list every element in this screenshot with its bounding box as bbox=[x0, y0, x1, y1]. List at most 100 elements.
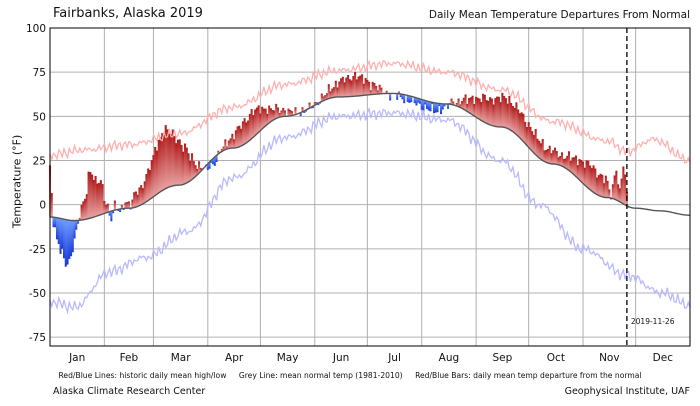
warm-departure-bar bbox=[273, 110, 276, 120]
warm-departure-bar bbox=[187, 153, 190, 182]
warm-departure-bar bbox=[534, 129, 537, 155]
line-layer bbox=[49, 59, 691, 315]
warm-departure-bar bbox=[497, 96, 500, 127]
warm-departure-bar bbox=[283, 110, 286, 117]
warm-departure-bar bbox=[508, 95, 511, 130]
warm-departure-bar bbox=[489, 97, 492, 125]
cold-departure-bar bbox=[75, 220, 78, 230]
warm-departure-bar bbox=[105, 204, 108, 213]
warm-departure-bar bbox=[513, 107, 516, 134]
warm-departure-bar bbox=[464, 94, 467, 111]
warm-departure-bar bbox=[259, 113, 262, 131]
warm-departure-bar bbox=[506, 103, 509, 129]
warm-departure-bar bbox=[245, 122, 248, 143]
warm-departure-bar bbox=[161, 133, 164, 191]
warm-departure-bar bbox=[308, 102, 311, 109]
warm-departure-bar bbox=[166, 129, 169, 188]
warm-departure-bar bbox=[618, 188, 621, 202]
warm-departure-bar bbox=[566, 155, 569, 170]
chart-subtitle: Daily Mean Temperature Departures From N… bbox=[428, 9, 690, 21]
warm-departure-bar bbox=[380, 87, 383, 94]
warm-departure-bar bbox=[348, 79, 351, 97]
warm-departure-bar bbox=[511, 106, 514, 132]
x-tick-label: May bbox=[277, 352, 299, 364]
warm-departure-bar bbox=[471, 95, 474, 115]
warm-departure-bar bbox=[266, 113, 269, 125]
warm-departure-bar bbox=[269, 108, 272, 122]
warm-departure-bar bbox=[450, 98, 453, 105]
warm-departure-bar bbox=[247, 120, 250, 142]
cold-departure-bar bbox=[406, 95, 409, 102]
warm-departure-bar bbox=[217, 150, 220, 154]
warm-departure-bar bbox=[290, 111, 293, 116]
cold-departure-bar bbox=[61, 218, 64, 249]
cold-departure-bar bbox=[317, 103, 320, 106]
warm-departure-bar bbox=[369, 90, 372, 95]
warm-departure-bar bbox=[282, 107, 285, 117]
warm-departure-bar bbox=[608, 189, 611, 198]
warm-departure-bar bbox=[501, 92, 504, 128]
warm-departure-bar bbox=[229, 138, 232, 149]
legend-bars: Red/Blue Bars: daily mean temp departure… bbox=[415, 371, 642, 380]
y-tick-label: 50 bbox=[33, 111, 46, 123]
warm-departure-bar bbox=[262, 108, 265, 128]
warm-departure-bar bbox=[155, 150, 158, 195]
warm-departure-bar bbox=[168, 133, 171, 187]
warm-departure-bar bbox=[141, 188, 144, 204]
warm-departure-bar bbox=[136, 194, 139, 207]
warm-departure-bar bbox=[515, 102, 518, 135]
cold-departure-bar bbox=[396, 93, 399, 100]
warm-departure-bar bbox=[590, 168, 593, 192]
warm-departure-bar bbox=[264, 108, 267, 126]
warm-departure-bar bbox=[578, 159, 581, 180]
cold-departure-bar bbox=[389, 93, 392, 101]
warm-departure-bar bbox=[576, 165, 579, 179]
warm-departure-bar bbox=[331, 88, 334, 98]
warm-departure-bar bbox=[133, 192, 136, 208]
warm-departure-bar bbox=[275, 103, 278, 119]
warm-departure-bar bbox=[248, 113, 251, 141]
warm-departure-bar bbox=[103, 200, 106, 214]
warm-departure-bar bbox=[466, 103, 469, 112]
warm-departure-bar bbox=[599, 173, 602, 197]
warm-departure-bar bbox=[503, 96, 506, 128]
warm-departure-bar bbox=[582, 161, 585, 184]
warm-departure-bar bbox=[345, 77, 348, 97]
warm-departure-bar bbox=[527, 122, 530, 148]
warm-departure-bar bbox=[85, 194, 88, 220]
warm-departure-bar bbox=[587, 160, 590, 189]
warm-departure-bar bbox=[169, 134, 173, 187]
cold-departure-bar bbox=[77, 220, 80, 224]
cold-departure-bar bbox=[420, 99, 423, 110]
warm-departure-bar bbox=[175, 143, 178, 186]
warm-departure-bar bbox=[152, 155, 155, 197]
warm-departure-bar bbox=[313, 102, 316, 106]
cold-departure-bar bbox=[299, 112, 302, 116]
cold-departure-bar bbox=[108, 211, 111, 216]
warm-departure-bar bbox=[522, 113, 525, 142]
warm-departure-bar bbox=[198, 161, 201, 174]
warm-departure-bar bbox=[333, 87, 336, 98]
warm-departure-bar bbox=[78, 218, 81, 221]
warm-departure-bar bbox=[336, 87, 339, 97]
warm-departure-bar bbox=[343, 82, 346, 97]
warm-departure-bar bbox=[589, 165, 592, 190]
warm-departure-bar bbox=[571, 157, 574, 174]
warm-departure-bar bbox=[475, 96, 478, 118]
warm-departure-bar bbox=[257, 105, 260, 133]
cold-departure-bar bbox=[112, 210, 115, 214]
warm-departure-bar bbox=[355, 79, 358, 97]
warm-departure-bar bbox=[362, 83, 365, 96]
warm-departure-bar bbox=[611, 184, 614, 199]
warm-departure-bar bbox=[459, 104, 462, 108]
warm-departure-bar bbox=[536, 138, 539, 157]
cold-departure-bar bbox=[311, 106, 315, 109]
warm-departure-bar bbox=[368, 81, 371, 95]
warm-departure-bar bbox=[494, 98, 497, 127]
warm-departure-bar bbox=[238, 125, 241, 147]
warm-departure-bar bbox=[555, 151, 558, 165]
warm-departure-bar bbox=[124, 202, 127, 209]
cold-departure-bar bbox=[206, 163, 209, 170]
warm-departure-bar bbox=[87, 171, 90, 219]
